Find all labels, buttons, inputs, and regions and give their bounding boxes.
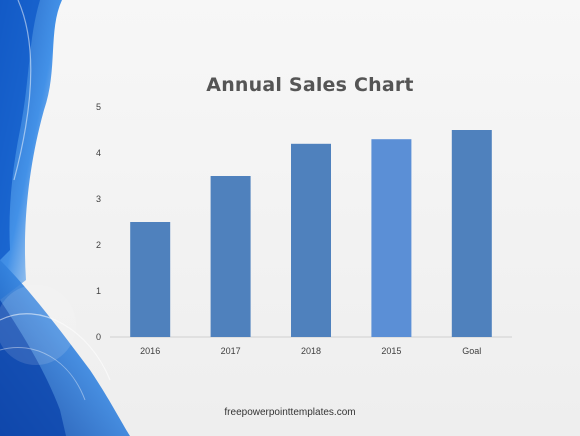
x-tick-label: 2018 — [301, 346, 321, 356]
x-tick-label: 2015 — [381, 346, 401, 356]
chart-title: Annual Sales Chart — [206, 74, 414, 96]
y-tick-label: 2 — [96, 240, 101, 250]
y-tick-label: 0 — [96, 332, 101, 342]
y-tick-label: 3 — [96, 194, 101, 204]
y-tick-label: 5 — [96, 102, 101, 112]
footer-website: freepowerpointtemplates.com — [224, 407, 356, 418]
bar-2015 — [371, 139, 412, 337]
x-tick-label: 2017 — [221, 346, 241, 356]
x-tick-label: Goal — [462, 346, 481, 356]
bar-2018 — [291, 143, 331, 337]
bar-2017 — [210, 176, 251, 337]
y-tick-label: 4 — [96, 148, 101, 158]
bar-2016 — [130, 222, 171, 337]
y-tick-label: 1 — [96, 286, 101, 296]
x-tick-label: 2016 — [140, 346, 160, 356]
bar-goal — [451, 130, 492, 337]
